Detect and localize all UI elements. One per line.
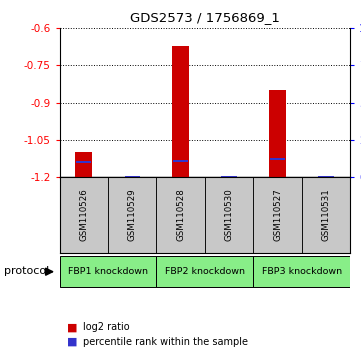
Bar xyxy=(156,177,205,253)
Text: FBP1 knockdown: FBP1 knockdown xyxy=(68,267,148,275)
Bar xyxy=(270,158,285,160)
Text: GSM110528: GSM110528 xyxy=(176,189,185,241)
Bar xyxy=(318,176,334,178)
Text: percentile rank within the sample: percentile rank within the sample xyxy=(83,337,248,347)
Bar xyxy=(156,256,253,287)
Bar xyxy=(76,161,91,163)
Bar xyxy=(172,46,189,177)
Bar xyxy=(269,90,286,177)
Text: GSM110529: GSM110529 xyxy=(128,189,137,241)
Text: log2 ratio: log2 ratio xyxy=(83,322,130,332)
Text: GSM110531: GSM110531 xyxy=(321,189,330,241)
Text: FBP3 knockdown: FBP3 knockdown xyxy=(262,267,342,275)
Text: GSM110527: GSM110527 xyxy=(273,189,282,241)
Bar xyxy=(60,177,108,253)
Text: protocol: protocol xyxy=(4,266,49,276)
Text: ■: ■ xyxy=(67,337,77,347)
Text: FBP2 knockdown: FBP2 knockdown xyxy=(165,267,245,275)
Bar xyxy=(302,177,350,253)
Title: GDS2573 / 1756869_1: GDS2573 / 1756869_1 xyxy=(130,11,280,24)
Text: ■: ■ xyxy=(67,322,77,332)
Text: GSM110530: GSM110530 xyxy=(225,189,234,241)
Bar xyxy=(108,177,156,253)
Text: GSM110526: GSM110526 xyxy=(79,189,88,241)
Bar xyxy=(60,256,156,287)
Bar xyxy=(75,152,92,177)
Bar xyxy=(205,177,253,253)
Bar xyxy=(125,176,140,178)
Bar xyxy=(221,176,237,178)
Bar xyxy=(253,256,350,287)
Bar xyxy=(173,160,188,162)
Bar xyxy=(253,177,302,253)
